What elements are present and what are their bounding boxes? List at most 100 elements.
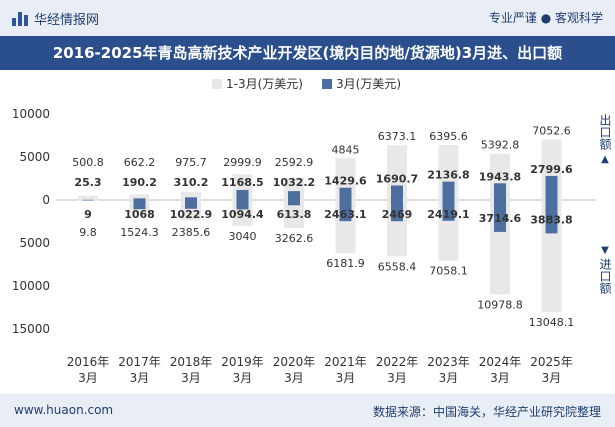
- brand: 华经情报网: [12, 9, 99, 28]
- y-tick-label: 10000: [12, 279, 50, 293]
- import-side-text: 进口额: [598, 258, 612, 294]
- bar-month-export: [236, 189, 249, 200]
- label-cumulative-export: 2999.9: [223, 156, 262, 169]
- chart-canvas: 1-3月(万美元) 3月(万美元) 10000 5000 0 5000 10000 1500…: [12, 77, 596, 385]
- bars-layer: [78, 139, 562, 313]
- legend: 1-3月(万美元) 3月(万美元): [212, 77, 401, 91]
- triangle-up-icon: ▲: [601, 154, 609, 165]
- label-cumulative-export: 6395.6: [429, 130, 468, 143]
- export-side-label: 出口额 ▲: [597, 114, 613, 167]
- legend-label-month: 3月(万美元): [336, 77, 401, 91]
- label-cumulative-import: 6558.4: [378, 260, 417, 273]
- bar-month-import: [82, 200, 94, 201]
- export-side-text: 出口额: [598, 114, 612, 150]
- label-cumulative-import: 3262.6: [275, 232, 314, 245]
- x-tick-label-month: 3月: [130, 371, 150, 385]
- bar-month-export: [391, 185, 403, 200]
- x-tick-label-year: 2025年: [530, 355, 573, 369]
- x-tick-label-month: 3月: [336, 371, 356, 385]
- label-cumulative-export: 662.2: [124, 156, 156, 169]
- label-month-export: 25.3: [74, 176, 101, 189]
- label-month-export: 2136.8: [427, 169, 469, 182]
- label-cumulative-export: 2592.9: [275, 156, 314, 169]
- label-month-import: 2463.1: [324, 208, 366, 221]
- label-cumulative-import: 3040: [229, 230, 257, 243]
- label-month-export: 2799.6: [530, 163, 573, 176]
- label-month-export: 310.2: [174, 176, 209, 189]
- x-tick-label-year: 2018年: [170, 355, 213, 369]
- label-cumulative-export: 500.8: [72, 156, 104, 169]
- label-cumulative-import: 9.8: [79, 226, 97, 239]
- label-cumulative-import: 1524.3: [120, 226, 159, 239]
- label-cumulative-export: 4845: [332, 143, 360, 156]
- y-tick-label: 15000: [12, 322, 50, 336]
- label-month-export: 1032.2: [273, 176, 315, 189]
- header-bar: 华经情报网 专业严谨 ● 客观科学: [0, 0, 615, 36]
- label-month-import: 2419.1: [427, 208, 469, 221]
- data-labels-layer: 500.8 25.3 9 9.8 662.2 190.2 1068 1524.3 975.7 31…: [72, 124, 574, 329]
- bar-month-import: [133, 200, 146, 210]
- label-cumulative-import: 6181.9: [326, 257, 365, 270]
- bar-month-export: [494, 183, 506, 200]
- legend-swatch-month: [322, 79, 332, 89]
- x-tick-label-year: 2021年: [324, 355, 367, 369]
- legend-label-cumulative: 1-3月(万美元): [226, 77, 303, 91]
- x-tick-label-month: 3月: [387, 371, 407, 385]
- label-month-import: 3714.6: [479, 212, 522, 225]
- bar-cumulative-import: [284, 200, 304, 229]
- bar-month-export: [288, 191, 300, 200]
- label-month-export: 1690.7: [376, 172, 418, 185]
- import-side-label: ▼ 进口额: [597, 244, 613, 297]
- label-month-import: 1068: [124, 208, 155, 221]
- label-month-import: 2469: [382, 208, 413, 221]
- label-cumulative-import: 13048.1: [529, 316, 575, 329]
- bar-month-export: [339, 187, 352, 200]
- y-tick-label: 10000: [12, 107, 50, 121]
- x-tick-label-month: 3月: [284, 371, 304, 385]
- x-axis: 2016年 3月 2017年 3月 2018年 3月 2019年 3月 2020年 3月 2021年…: [67, 355, 573, 385]
- label-cumulative-import: 7058.1: [429, 265, 468, 278]
- label-cumulative-export: 975.7: [175, 156, 207, 169]
- bar-cumulative-export: [78, 195, 98, 200]
- x-tick-label-year: 2019年: [221, 355, 264, 369]
- bar-month-import: [288, 200, 300, 206]
- label-month-export: 1168.5: [221, 176, 263, 189]
- x-tick-label-month: 3月: [439, 371, 459, 385]
- x-tick-label-year: 2017年: [118, 355, 161, 369]
- label-cumulative-import: 10978.8: [477, 298, 523, 311]
- y-tick-label: 5000: [19, 236, 50, 250]
- footer-site: www.huaon.com: [14, 403, 114, 417]
- x-tick-label-year: 2020年: [273, 355, 316, 369]
- y-tick-label: 0: [42, 193, 50, 207]
- bar-month-import: [545, 200, 558, 234]
- label-cumulative-export: 7052.6: [532, 124, 571, 137]
- brand-name: 华经情报网: [34, 13, 100, 28]
- legend-swatch-cumulative: [212, 79, 222, 89]
- bar-month-import: [236, 200, 249, 210]
- bar-cumulative-export: [129, 194, 150, 200]
- bar-cumulative-export: [181, 191, 201, 200]
- triangle-down-icon: ▼: [601, 245, 609, 256]
- x-tick-label-month: 3月: [542, 371, 562, 385]
- footer-bar: www.huaon.com 数据来源：中国海关，华经产业研究院整理: [0, 394, 615, 427]
- label-month-import: 1094.4: [221, 208, 264, 221]
- x-tick-label-month: 3月: [490, 371, 510, 385]
- y-tick-label: 5000: [19, 150, 50, 164]
- label-month-import: 613.8: [277, 208, 312, 221]
- label-month-export: 190.2: [122, 176, 157, 189]
- bar-month-import: [391, 200, 403, 222]
- label-month-import: 9: [84, 208, 92, 221]
- label-month-export: 1429.6: [324, 175, 367, 188]
- x-tick-label-month: 3月: [181, 371, 201, 385]
- label-month-import: 1022.9: [170, 208, 212, 221]
- label-cumulative-export: 5392.8: [481, 139, 520, 152]
- x-tick-label-year: 2022年: [376, 355, 419, 369]
- label-cumulative-import: 2385.6: [172, 226, 211, 239]
- bar-month-export: [185, 197, 197, 200]
- chart-title: 2016-2025年青岛高新技术产业开发区(境内目的地/货源地)3月进、出口额: [0, 36, 615, 70]
- x-tick-label-month: 3月: [233, 371, 253, 385]
- bar-month-export: [545, 175, 558, 200]
- x-tick-label-year: 2024年: [479, 355, 522, 369]
- x-tick-label-year: 2023年: [427, 355, 470, 369]
